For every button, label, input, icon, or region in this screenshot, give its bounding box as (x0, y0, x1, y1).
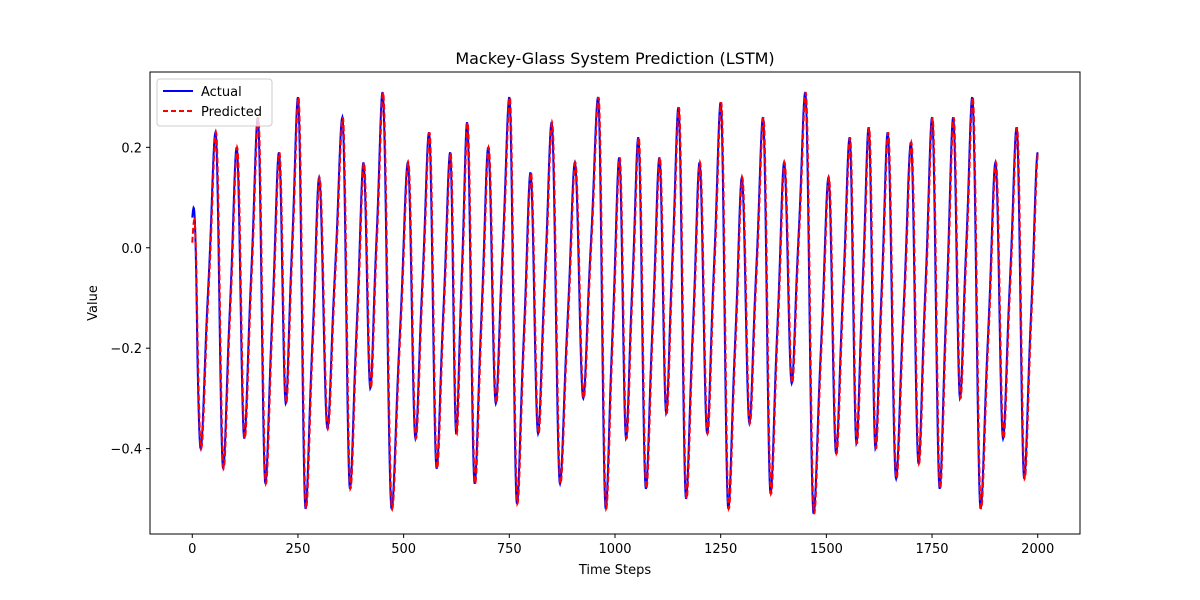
series-line-predicted (191, 91, 1039, 515)
x-axis-ticks: 0 250 500 750 1000 1250 1500 1750 2000 (188, 534, 1054, 557)
y-tick-label: 0.0 (121, 242, 142, 257)
y-tick-label: −0.4 (110, 443, 142, 458)
legend-label-actual: Actual (201, 85, 242, 100)
y-tick-label: −0.2 (110, 342, 142, 357)
x-tick-label: 2000 (1021, 542, 1054, 557)
x-tick-label: 1750 (915, 542, 948, 557)
x-axis-label: Time Steps (578, 563, 652, 578)
y-axis-ticks: 0.2 0.0 −0.2 −0.4 (110, 141, 150, 458)
chart-title: Mackey-Glass System Prediction (LSTM) (455, 49, 774, 68)
x-tick-label: 0 (188, 542, 196, 557)
x-tick-label: 750 (497, 542, 522, 557)
x-tick-label: 1250 (704, 542, 737, 557)
legend-label-predicted: Predicted (201, 105, 262, 120)
y-axis-label: Value (86, 285, 101, 321)
x-tick-label: 250 (286, 542, 311, 557)
x-tick-label: 1000 (598, 542, 631, 557)
series-layer (191, 91, 1039, 515)
legend: Actual Predicted (156, 78, 273, 127)
y-tick-label: 0.2 (121, 141, 142, 156)
x-tick-label: 1500 (810, 542, 843, 557)
x-tick-label: 500 (391, 542, 416, 557)
